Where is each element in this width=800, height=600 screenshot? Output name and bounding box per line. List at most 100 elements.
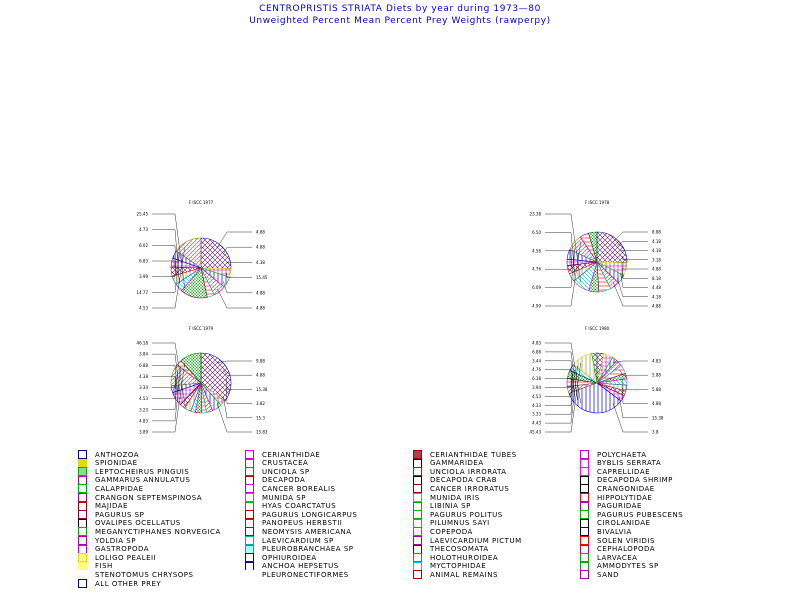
legend-item: CRANGON SEPTEMSPINOSA (78, 493, 202, 502)
slice-label: 4.88 (256, 306, 265, 311)
legend-item: AMMODYTES SP (580, 561, 659, 571)
legend-label: PAGURUS SP (95, 510, 145, 519)
legend-item: SAND (580, 570, 619, 580)
legend-item: PAGURUS SP (78, 510, 145, 520)
legend-label: LARVACEA (597, 553, 638, 562)
slice-label: 4.88 (652, 304, 661, 309)
legend-swatch (245, 570, 254, 580)
legend-item: LARVACEA (580, 553, 638, 563)
legend-label: HIPPOLYTIDAE (597, 493, 653, 502)
slice-label: 4.88 (652, 401, 661, 406)
slice-label: 9.88 (256, 359, 265, 364)
legend-label: CAPRELLIDAE (597, 467, 651, 476)
legend-item: HOLOTHUROIDEA (413, 553, 499, 563)
legend-item: DECAPODA SHRIMP (580, 475, 673, 485)
slice-label: 6.83 (139, 259, 148, 264)
legend-item: PAGURUS POLITUS (413, 510, 503, 520)
legend-swatch (413, 518, 422, 528)
leader-line (152, 377, 176, 399)
legend-item: UNCIOLA SP (245, 467, 310, 477)
leader-line (545, 369, 575, 415)
legend-label: PAGURUS POLITUS (430, 510, 503, 519)
legend-swatch (78, 450, 87, 459)
legend-swatch (78, 553, 87, 563)
leader-line (223, 396, 252, 418)
legend-swatch (245, 484, 254, 494)
pie-slice (588, 231, 598, 263)
leader-line (622, 387, 648, 404)
legend-item: OPHIUROIDEA (245, 553, 317, 563)
leader-line (226, 387, 252, 404)
legend-swatch (78, 458, 87, 468)
slice-label: 8.18 (652, 276, 661, 281)
legend-item: ANIMAL REMAINS (413, 570, 498, 580)
leader-line (545, 342, 581, 404)
legend-label: UNCIOLA IRRORATA (430, 467, 507, 476)
leader-line (217, 360, 252, 363)
legend-swatch (245, 475, 254, 485)
slice-label: 3.99 (139, 274, 148, 279)
slice-label: 4.43 (532, 421, 541, 426)
legend-label: DECAPODA (262, 476, 306, 485)
slice-label: 6.50 (532, 230, 541, 235)
slice-label: 4.53 (139, 396, 148, 401)
legend-item: CRUSTACEA (245, 458, 309, 468)
legend-swatch (580, 527, 589, 537)
legend-swatch (245, 458, 254, 468)
legend-label: CANCER BOREALIS (262, 484, 336, 493)
legend-label: CRUSTACEA (262, 459, 309, 468)
leader-line (622, 267, 648, 279)
leader-line (223, 369, 252, 376)
slice-label: 3.94 (532, 385, 541, 390)
slice-label: 4.83 (532, 341, 541, 346)
legend-label: ANIMAL REMAINS (430, 570, 498, 579)
legend-label: CERIANTHIDAE (262, 450, 321, 459)
slice-label: 5.88 (652, 387, 661, 392)
legend-swatch (413, 450, 422, 459)
slice-label: 4.99 (532, 304, 541, 309)
slice-label: 4.53 (532, 394, 541, 399)
slice-label: 15.45 (256, 275, 268, 280)
leader-line (152, 253, 180, 293)
legend-label: OVALIPES OCELLATUS (95, 519, 181, 528)
legend-label: SPIONIDAE (95, 459, 138, 468)
legend-item: PLEURONECTIFORMES (245, 570, 349, 580)
slice-label: 4.56 (532, 248, 541, 253)
legend-swatch (580, 553, 589, 563)
legend-item: ALL OTHER PREY (78, 579, 161, 588)
legend-label: MYCTOPHIDAE (430, 562, 487, 571)
legend-swatch (245, 467, 254, 477)
leader-line (152, 366, 181, 422)
legend-label: PLEURONECTIFORMES (262, 570, 349, 579)
legend-label: LAEVICARDIUM PICTUM (430, 536, 522, 545)
legend-label: CIROLANIDAE (597, 519, 651, 528)
legend-item: MYCTOPHIDAE (413, 561, 487, 571)
legend-label: PLEUROBRANCHAEA SP (262, 545, 354, 554)
legend-swatch (78, 527, 87, 537)
legend-swatch (245, 553, 254, 563)
legend-swatch (245, 544, 254, 554)
slice-label: 4.38 (256, 260, 265, 265)
leader-line (613, 231, 648, 242)
legend-label: SOLEN VIRIDIS (597, 536, 655, 545)
legend-item: YOLDIA SP (78, 536, 136, 545)
pie-slice (180, 352, 202, 384)
legend-label: LIBINIA SP (430, 502, 471, 511)
legend-item: MUNIDA IRIS (413, 493, 480, 502)
legend-label: HOLOTHUROIDEA (430, 553, 499, 562)
legend-swatch (413, 561, 422, 571)
legend-item: HYAS COARCTATUS (245, 501, 336, 511)
legend-item: OVALIPES OCELLATUS (78, 518, 181, 528)
slice-label: 4.18 (652, 239, 661, 244)
leader-line (545, 241, 581, 307)
legend-item: GASTROPODA (78, 544, 149, 554)
legend-item: GAMMARUS ANNULATUS (78, 475, 190, 485)
legend-item: LIBINIA SP (413, 501, 471, 511)
legend-label: DECAPODA CRAB (430, 476, 498, 485)
legend-swatch (580, 475, 589, 485)
slice-label: 4.76 (532, 367, 541, 372)
leader-line (152, 362, 185, 433)
leader-line (226, 262, 252, 264)
legend-item: CIROLANIDAE (580, 518, 651, 528)
slice-label: 45.43 (530, 430, 542, 435)
